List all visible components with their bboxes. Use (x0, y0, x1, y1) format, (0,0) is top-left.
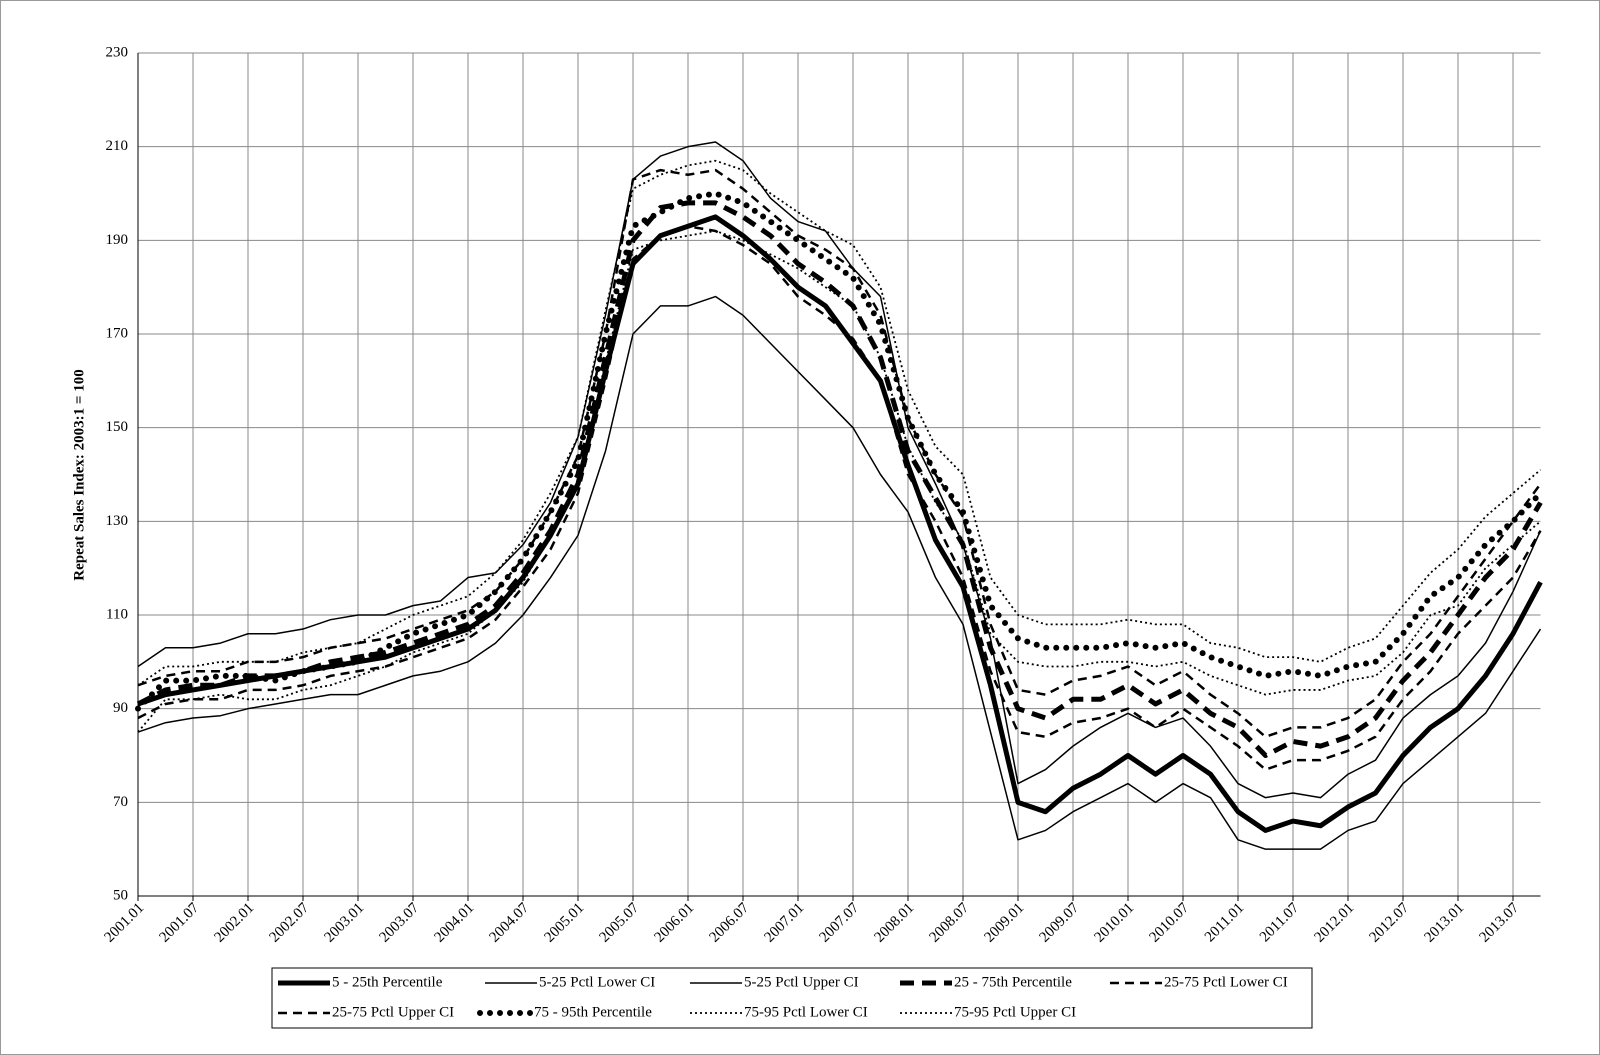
y-tick-label: 130 (106, 513, 129, 529)
series-line (136, 200, 1543, 758)
series-line (137, 214, 1543, 833)
y-tick-label: 90 (113, 700, 128, 716)
series-line (137, 230, 1542, 733)
legend-label: 5-25 Pctl Upper CI (744, 974, 859, 990)
y-tick-label: 170 (106, 325, 129, 341)
legend-label: 75-95 Pctl Lower CI (744, 1004, 868, 1020)
series-line (137, 295, 1542, 850)
legend-label: 25-75 Pctl Upper CI (332, 1004, 454, 1020)
y-tick-label: 190 (106, 232, 129, 248)
series-line (137, 168, 1542, 739)
series-line (137, 225, 1542, 771)
y-tick-label: 50 (113, 887, 128, 903)
legend-label: 5 - 25th Percentile (332, 974, 443, 990)
legend-label: 5-25 Pctl Lower CI (539, 974, 655, 990)
y-tick-label: 210 (106, 138, 129, 154)
legend-label: 25 - 75th Percentile (954, 974, 1072, 990)
legend-label: 75-95 Pctl Upper CI (954, 1004, 1076, 1020)
y-axis-title: Repeat Sales Index: 2003:1 = 100 (71, 369, 87, 580)
legend-label: 75 - 95th Percentile (534, 1004, 652, 1020)
y-tick-label: 70 (113, 794, 128, 810)
legend-box (271, 967, 1313, 1029)
y-tick-label: 230 (106, 44, 129, 60)
series-line (135, 190, 1544, 712)
legend-label: 25-75 Pctl Lower CI (1164, 974, 1288, 990)
y-tick-label: 110 (106, 606, 128, 622)
y-tick-label: 150 (106, 419, 129, 435)
series-line (137, 141, 1542, 799)
